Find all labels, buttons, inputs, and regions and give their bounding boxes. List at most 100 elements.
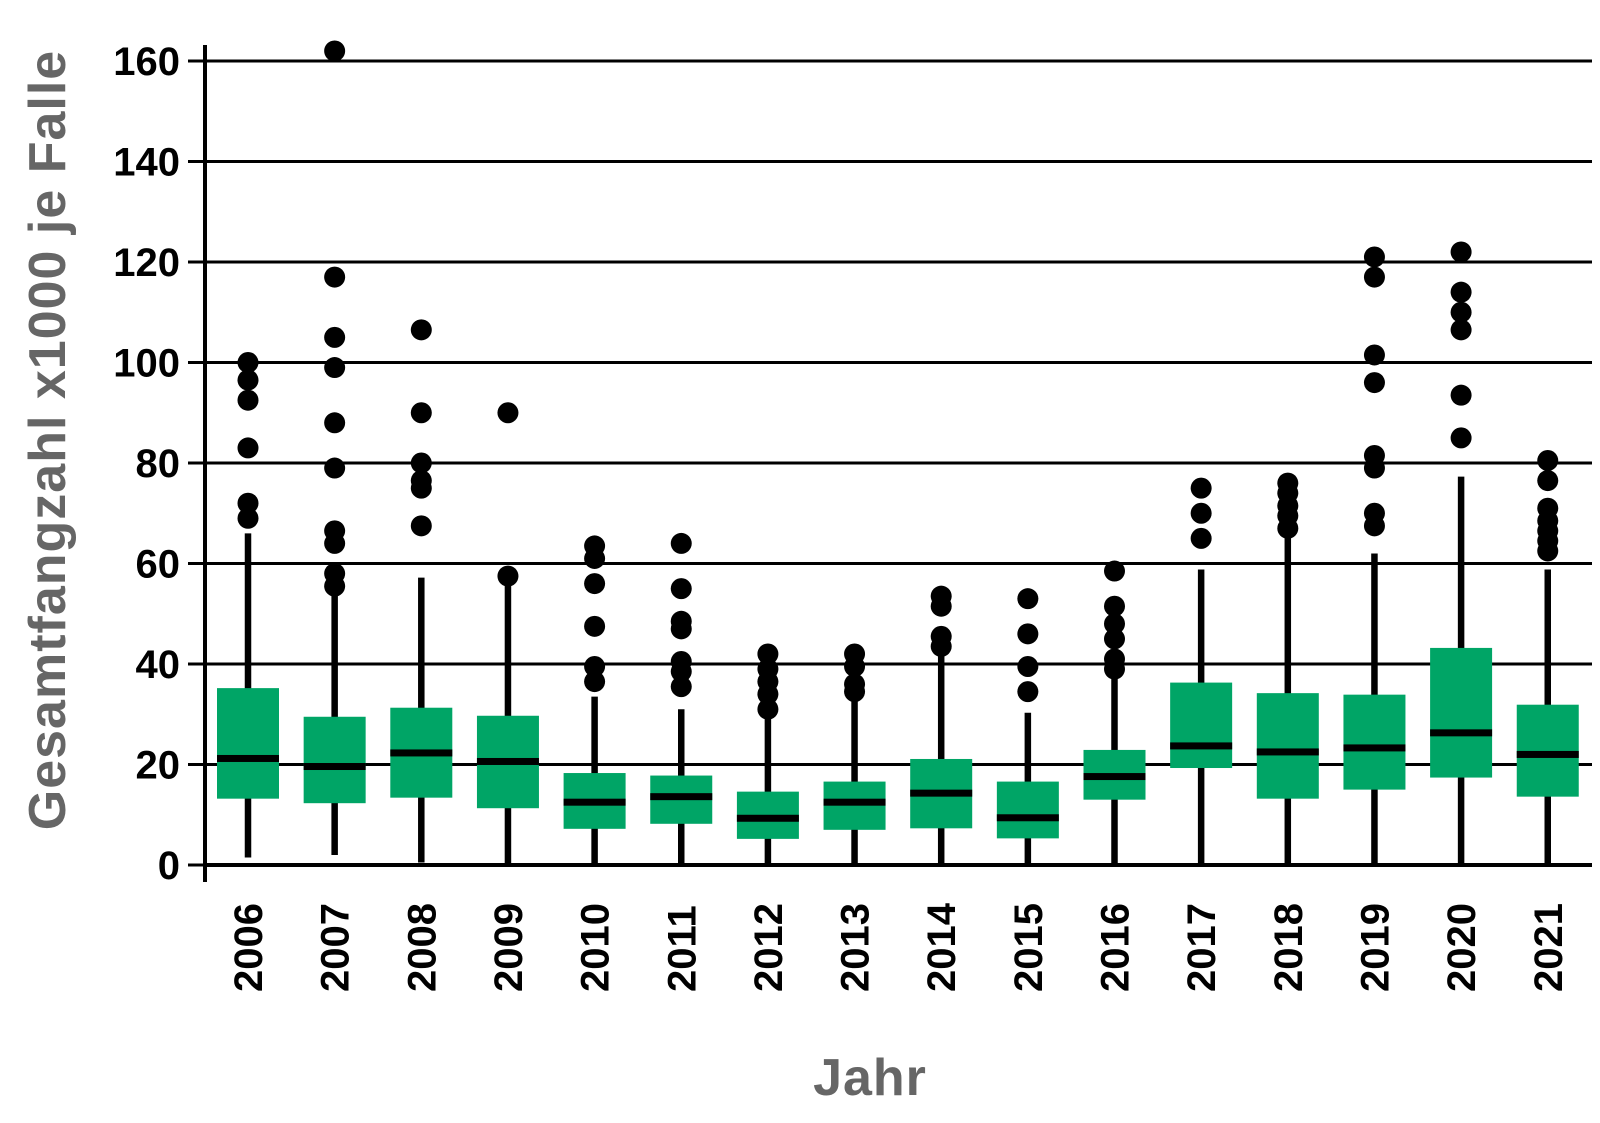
y-tick-label-160: 160 — [113, 40, 180, 84]
x-tick-label-2018: 2018 — [1267, 903, 1311, 992]
outlier-2019-117 — [1363, 266, 1385, 288]
median-2013 — [823, 798, 886, 806]
x-tick-label-2013: 2013 — [834, 903, 878, 992]
boxplot-year-group-2009: 2009 — [476, 402, 539, 992]
outlier-2007-105 — [324, 326, 346, 348]
box-2007 — [303, 716, 366, 804]
outlier-2007-88 — [324, 412, 346, 434]
box-2019 — [1343, 694, 1406, 790]
outlier-2015-46 — [1017, 623, 1039, 645]
outlier-2019-96 — [1363, 372, 1385, 394]
outlier-2007-58 — [324, 563, 346, 585]
outlier-2010-39.5 — [584, 656, 606, 678]
median-2010 — [563, 798, 626, 806]
outlier-2018-76 — [1277, 472, 1299, 494]
outlier-2016-45 — [1104, 628, 1125, 650]
x-axis-title: Jahr — [813, 1049, 927, 1107]
outlier-2021-76.5 — [1537, 470, 1559, 492]
median-2014 — [910, 789, 973, 797]
outlier-2012-42 — [757, 643, 779, 665]
outlier-2007-117 — [324, 266, 346, 288]
boxplot-year-group-2021: 2021 — [1516, 449, 1579, 992]
outlier-2020-110 — [1450, 301, 1472, 323]
y-tick-label-60: 60 — [136, 543, 181, 587]
outlier-2007-66.5 — [324, 520, 346, 542]
outlier-2015-39.5 — [1017, 656, 1039, 678]
outlier-2011-64 — [670, 532, 692, 554]
y-tick-label-100: 100 — [113, 342, 180, 386]
outlier-2008-76.5 — [410, 470, 432, 492]
x-tick-label-2012: 2012 — [747, 903, 791, 992]
outlier-2007-99 — [324, 357, 346, 379]
outlier-2012-31 — [757, 698, 779, 720]
box-2013 — [823, 781, 886, 830]
outlier-2019-70 — [1363, 502, 1385, 524]
outlier-2011-40.5 — [670, 650, 692, 672]
boxplot-year-group-2020: 2020 — [1430, 241, 1493, 992]
outlier-2012-39 — [757, 658, 779, 680]
median-2009 — [476, 757, 539, 765]
boxplot-year-group-2008: 2008 — [390, 319, 453, 992]
box-2020 — [1430, 647, 1493, 778]
outlier-2006-72 — [237, 492, 259, 514]
boxplot-year-group-2010: 2010 — [563, 535, 626, 992]
outlier-2009-57.5 — [497, 565, 519, 587]
outlier-2020-93.5 — [1450, 384, 1472, 406]
x-tick-label-2007: 2007 — [314, 903, 358, 992]
outlier-2019-101.5 — [1363, 344, 1385, 366]
outlier-2015-53 — [1017, 588, 1039, 610]
outlier-2011-48.5 — [670, 610, 692, 632]
boxplot-year-group-2006: 2006 — [217, 352, 279, 992]
outlier-2015-34.5 — [1017, 681, 1039, 703]
median-2020 — [1430, 729, 1493, 737]
x-tick-label-2016: 2016 — [1094, 903, 1138, 992]
outlier-2014-45.5 — [930, 625, 952, 647]
median-2012 — [736, 814, 799, 822]
y-tick-label-20: 20 — [136, 744, 181, 788]
outlier-2013-36 — [844, 673, 866, 695]
outlier-2010-36.5 — [584, 671, 606, 693]
outlier-2007-162 — [324, 40, 346, 62]
outlier-2020-122 — [1450, 241, 1472, 263]
boxplot-year-group-2019: 2019 — [1343, 246, 1406, 992]
outlier-2014-53.5 — [930, 585, 952, 607]
outlier-2020-114 — [1450, 281, 1472, 303]
x-tick-label-2015: 2015 — [1007, 903, 1051, 992]
x-tick-label-2020: 2020 — [1440, 903, 1484, 992]
x-tick-label-2006: 2006 — [227, 903, 271, 992]
outlier-2008-80 — [410, 452, 432, 474]
outlier-2011-55 — [670, 578, 692, 600]
outlier-2019-81.5 — [1363, 444, 1385, 466]
outlier-2006-69 — [237, 507, 259, 529]
box-2018 — [1256, 693, 1319, 799]
median-2015 — [996, 814, 1059, 822]
y-tick-label-80: 80 — [136, 442, 181, 486]
median-2011 — [650, 793, 713, 801]
outlier-2016-41 — [1104, 648, 1125, 670]
median-2021 — [1516, 750, 1579, 758]
outlier-2006-100 — [237, 352, 259, 373]
outlier-2020-85 — [1450, 427, 1472, 449]
y-tick-label-140: 140 — [113, 141, 180, 185]
outlier-2017-70 — [1190, 502, 1212, 524]
x-tick-label-2011: 2011 — [660, 905, 704, 992]
median-2006 — [217, 754, 279, 762]
outlier-2006-83 — [237, 437, 259, 459]
outlier-2008-67.5 — [410, 515, 432, 537]
outlier-2021-71 — [1537, 497, 1559, 519]
y-tick-label-120: 120 — [113, 241, 180, 285]
outlier-2017-65 — [1190, 527, 1212, 549]
median-2016 — [1083, 773, 1146, 781]
outlier-2013-42 — [844, 643, 866, 665]
median-2017 — [1170, 742, 1233, 750]
boxplot-year-group-2014: 2014 — [910, 585, 973, 992]
outlier-2010-47.5 — [584, 615, 606, 637]
box-2021 — [1516, 704, 1579, 797]
y-tick-label-40: 40 — [136, 643, 181, 687]
outlier-2019-121 — [1363, 246, 1385, 268]
x-tick-label-2008: 2008 — [400, 903, 444, 992]
x-tick-label-2010: 2010 — [574, 903, 618, 992]
outlier-2006-92.5 — [237, 389, 259, 411]
outlier-2009-90 — [497, 402, 519, 424]
